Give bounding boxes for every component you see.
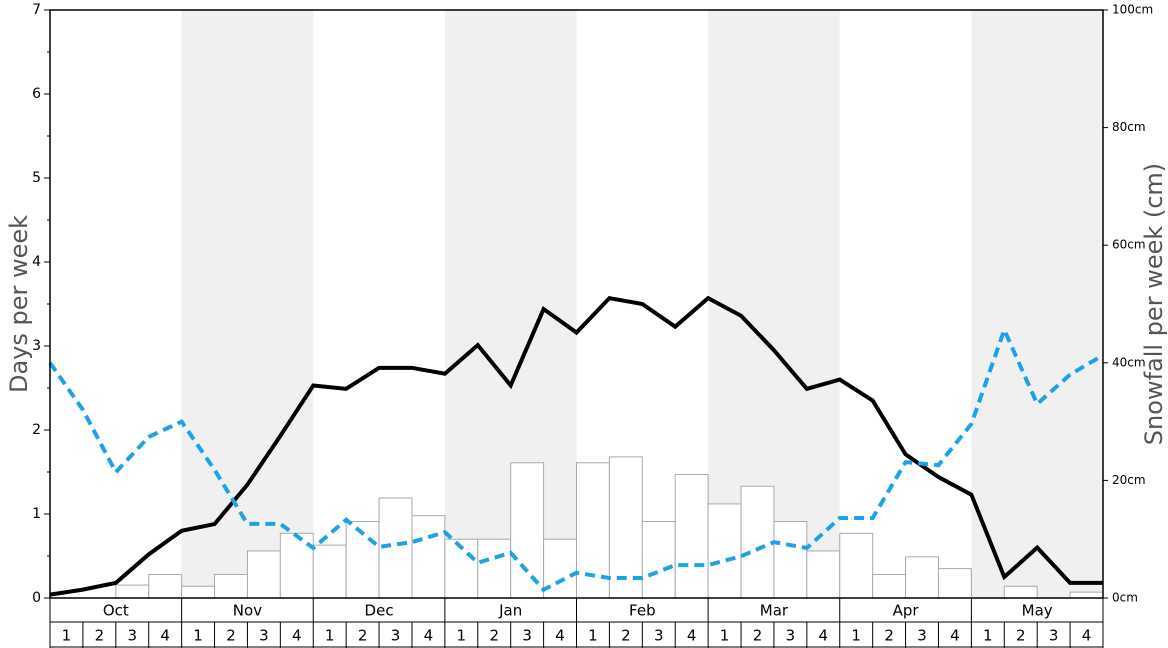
- bar: [214, 573, 248, 599]
- week-label: 4: [1082, 627, 1092, 645]
- bar: [707, 503, 742, 599]
- month-label: Jan: [498, 602, 522, 620]
- bar: [148, 573, 183, 599]
- y-tick-label: 5: [32, 170, 41, 186]
- bar: [872, 573, 907, 599]
- background: [181, 10, 1103, 598]
- week-label: 2: [358, 627, 368, 645]
- week-label: 4: [555, 627, 565, 645]
- week-label: 3: [917, 627, 927, 645]
- bar: [839, 532, 874, 599]
- bar: [641, 521, 676, 599]
- bar: [1003, 585, 1038, 599]
- month-band: [971, 10, 1103, 598]
- y2-tick-label: 100cm: [1112, 3, 1153, 17]
- line-series: [49, 295, 1103, 597]
- week-label: 2: [621, 627, 631, 645]
- week-label: 3: [391, 627, 401, 645]
- y-tick-label: 3: [32, 338, 41, 354]
- week-label: 2: [489, 627, 499, 645]
- line-series: [48, 324, 1105, 593]
- week-label: 2: [1016, 627, 1026, 645]
- y2-axis-title: Snowfall per week (cm): [1140, 163, 1168, 445]
- week-label: 1: [62, 627, 72, 645]
- week-label: 3: [522, 627, 532, 645]
- bar: [608, 456, 643, 599]
- y-tick-label: 7: [32, 2, 41, 18]
- bar: [477, 538, 512, 599]
- week-label: 4: [950, 627, 960, 645]
- y-tick-label: 4: [32, 254, 41, 270]
- week-label: 4: [424, 627, 434, 645]
- month-band: [181, 10, 314, 598]
- week-label: 1: [457, 627, 467, 645]
- week-label: 1: [851, 627, 861, 645]
- week-label: 3: [786, 627, 796, 645]
- week-label: 1: [588, 627, 598, 645]
- y-tick-label: 1: [32, 506, 41, 522]
- bar: [115, 584, 150, 599]
- bar: [1069, 591, 1104, 599]
- y2-tick-label: 60cm: [1112, 238, 1146, 252]
- bar: [674, 474, 709, 599]
- week-label: 1: [983, 627, 993, 645]
- week-label: 2: [753, 627, 763, 645]
- bar: [411, 515, 446, 599]
- bar: [905, 556, 939, 599]
- y-tick-label: 2: [32, 422, 41, 438]
- week-label: 4: [292, 627, 302, 645]
- bar: [246, 550, 281, 599]
- y2-tick-label: 20cm: [1112, 473, 1146, 487]
- week-label: 3: [1049, 627, 1059, 645]
- y2-tick-label: 80cm: [1112, 120, 1146, 134]
- week-label: 1: [720, 627, 730, 645]
- y-tick-label: 0: [32, 590, 41, 606]
- bar: [806, 550, 841, 599]
- week-label: 3: [127, 627, 137, 645]
- week-label: 2: [95, 627, 105, 645]
- month-label: Mar: [760, 602, 789, 620]
- bar: [740, 485, 775, 599]
- week-label: 3: [654, 627, 664, 645]
- bar: [510, 462, 545, 599]
- bar: [312, 544, 347, 599]
- y2-tick-label: 40cm: [1112, 355, 1146, 369]
- week-label: 1: [193, 627, 203, 645]
- bar: [773, 521, 808, 599]
- week-label: 4: [687, 627, 697, 645]
- bar: [181, 585, 216, 599]
- y2-tick-label: 0cm: [1112, 591, 1138, 605]
- month-label: Feb: [629, 602, 656, 620]
- week-label: 2: [226, 627, 236, 645]
- week-label: 1: [325, 627, 335, 645]
- month-label: May: [1022, 602, 1053, 620]
- month-label: Nov: [233, 602, 262, 620]
- month-label: Apr: [893, 602, 920, 620]
- week-label: 4: [819, 627, 829, 645]
- y-axis-title: Days per week: [5, 215, 33, 393]
- week-label: 2: [884, 627, 894, 645]
- week-label: 3: [259, 627, 269, 645]
- bar: [937, 568, 972, 599]
- month-label: Oct: [103, 602, 129, 620]
- month-label: Dec: [365, 602, 394, 620]
- week-label: 4: [160, 627, 170, 645]
- y-tick-label: 6: [32, 86, 41, 102]
